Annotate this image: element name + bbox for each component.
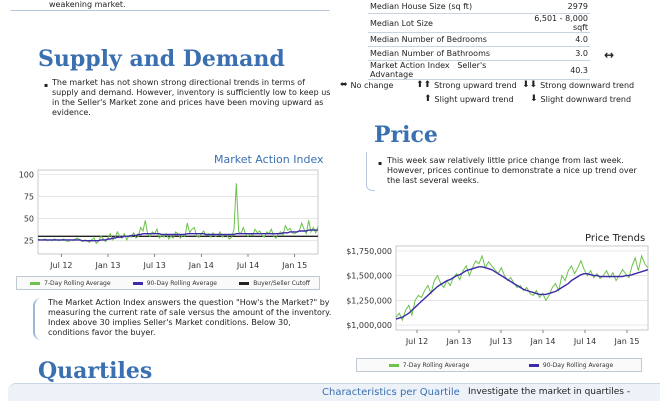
price-legend: 7-Day Rolling Average 90-Day Rolling Ave… <box>356 358 642 372</box>
series-90day-line <box>38 229 318 242</box>
x-tick-label: Jan 14 <box>188 261 214 270</box>
stat-value: 3.0 <box>520 46 590 61</box>
swatch-7day <box>388 363 399 367</box>
mai-legend: 7-Day Rolling Average 90-Day Rolling Ave… <box>16 276 320 290</box>
x-tick-label: Jul 14 <box>573 337 596 346</box>
double-down-arrow-icon: ⬇⬇ <box>522 80 538 90</box>
quartiles-title: Quartiles <box>38 358 153 384</box>
mai-advantage: Seller's Advantage <box>370 61 487 79</box>
x-tick-label: Jul 12 <box>49 261 72 270</box>
bullet: ▪ <box>44 82 49 89</box>
supply-text: The market has not shown strong directio… <box>52 78 331 117</box>
investigate-text: Investigate the market in quartiles - <box>468 387 631 397</box>
x-tick-label: Jan 15 <box>281 261 307 270</box>
legend-item: Buyer/Seller Cutoff <box>235 280 310 287</box>
stat-label: Median Lot Size <box>368 13 521 33</box>
legend-label: Buyer/Seller Cutoff <box>253 279 310 287</box>
y-tick-label: $1,750,000 <box>346 247 392 256</box>
y-tick-label: $1,500,000 <box>346 272 392 281</box>
legend-slight-up: ⬆ Slight upward trend <box>424 94 514 104</box>
legend-label: Slight upward trend <box>434 94 514 104</box>
y-tick-label: 100 <box>19 170 34 179</box>
legend-label: Slight downward trend <box>540 94 632 104</box>
price-title: Price <box>374 122 438 148</box>
table-row: Median House Size (sq ft) 2979 <box>368 0 590 14</box>
legend-label: No change <box>350 80 394 90</box>
swatch-90day <box>132 281 143 285</box>
intro-text: weakening market. <box>49 0 126 9</box>
bullet: ▪ <box>378 160 383 167</box>
legend-item: 7-Day Rolling Average <box>385 362 469 369</box>
mai-label: Market Action Index <box>370 61 450 70</box>
price-chart-title: Price Trends <box>585 233 646 244</box>
stat-label: Median Number of Bathrooms <box>368 46 521 61</box>
x-tick-label: Jan 15 <box>613 337 639 346</box>
plot-area <box>37 169 319 255</box>
legend-slight-down: ⬇ Slight downward trend <box>530 94 631 104</box>
stat-label: Median House Size (sq ft) <box>368 0 521 14</box>
y-tick-label: $1,250,000 <box>346 296 392 305</box>
legend-strong-down: ⬇⬇ Strong downward trend <box>522 80 634 90</box>
swatch-cutoff <box>239 281 250 285</box>
stat-value: 4.0 <box>520 32 590 47</box>
x-tick-label: Jul 13 <box>142 261 165 270</box>
double-up-arrow-icon: ⬆⬆ <box>416 80 432 90</box>
stat-label: Median Number of Bedrooms <box>368 32 521 47</box>
characteristics-label: Characteristics per Quartile <box>322 387 460 398</box>
stat-value: 2979 <box>520 0 590 14</box>
series-90day-line <box>395 266 649 320</box>
legend-label: 7-Day Rolling Average <box>44 279 111 287</box>
x-tick-label: Jan 13 <box>94 261 120 270</box>
left-right-arrow-icon: ⬌ <box>340 80 348 90</box>
x-tick-label: Jul 12 <box>405 337 428 346</box>
y-tick-label: 75 <box>24 193 34 202</box>
divider <box>10 10 330 11</box>
legend-label: 7-Day Rolling Average <box>402 361 470 369</box>
stats-table: Median House Size (sq ft) 2979 Median Lo… <box>368 0 590 80</box>
stat-label: Market Action Index Seller's Advantage <box>368 60 521 80</box>
mai-note: The Market Action Index answers the ques… <box>48 298 332 337</box>
legend-label: Strong downward trend <box>540 80 635 90</box>
x-tick-label: Jul 13 <box>489 337 512 346</box>
y-tick-label: 25 <box>24 237 34 246</box>
table-row: Market Action Index Seller's Advantage 4… <box>368 60 590 80</box>
x-tick-label: Jan 13 <box>445 337 471 346</box>
legend-strong-up: ⬆⬆ Strong upward trend <box>416 80 517 90</box>
legend-item: 90-Day Rolling Average <box>129 280 217 287</box>
y-tick-label: 50 <box>24 215 34 224</box>
table-row: Median Number of Bedrooms 4.0 <box>368 32 590 47</box>
stat-value: 6,501 - 8,000 sqft <box>520 13 590 33</box>
down-arrow-icon: ⬇ <box>530 94 538 104</box>
swatch-7day <box>30 281 41 285</box>
legend-label: 90-Day Rolling Average <box>146 279 218 287</box>
x-tick-label: Jul 14 <box>236 261 259 270</box>
x-tick-label: Jan 14 <box>529 337 555 346</box>
note-bracket <box>33 298 43 340</box>
legend-item: 90-Day Rolling Average <box>525 362 613 369</box>
mai-chart-title: Market Action Index <box>214 153 324 166</box>
table-row: Median Number of Bathrooms 3.0 <box>368 46 590 61</box>
legend-label: Strong upward trend <box>434 80 517 90</box>
stat-value: 40.3 <box>520 60 590 80</box>
left-right-arrow-icon: ↔ <box>604 48 615 62</box>
divider <box>366 152 375 191</box>
up-arrow-icon: ⬆ <box>424 94 432 104</box>
mai-chart: 100 75 50 25 Jul 12 Jan 13 Jul 13 Jan 14 Jul 14 J… <box>19 169 319 270</box>
legend-no-change: ⬌ No change <box>340 80 393 90</box>
price-chart: $1,750,000 $1,500,000 $1,250,000 $1,000,000… <box>346 245 649 346</box>
series-7day-line <box>37 183 319 245</box>
table-row: Median Lot Size 6,501 - 8,000 sqft <box>368 13 590 33</box>
y-tick-label: $1,000,000 <box>346 321 392 330</box>
price-text: This week saw relatively little price ch… <box>387 156 637 185</box>
legend-label: 90-Day Rolling Average <box>542 361 614 369</box>
swatch-90day <box>528 363 539 367</box>
legend-item: 7-Day Rolling Average <box>26 279 111 287</box>
quartiles-panel <box>8 383 660 401</box>
supply-title: Supply and Demand <box>38 46 285 72</box>
